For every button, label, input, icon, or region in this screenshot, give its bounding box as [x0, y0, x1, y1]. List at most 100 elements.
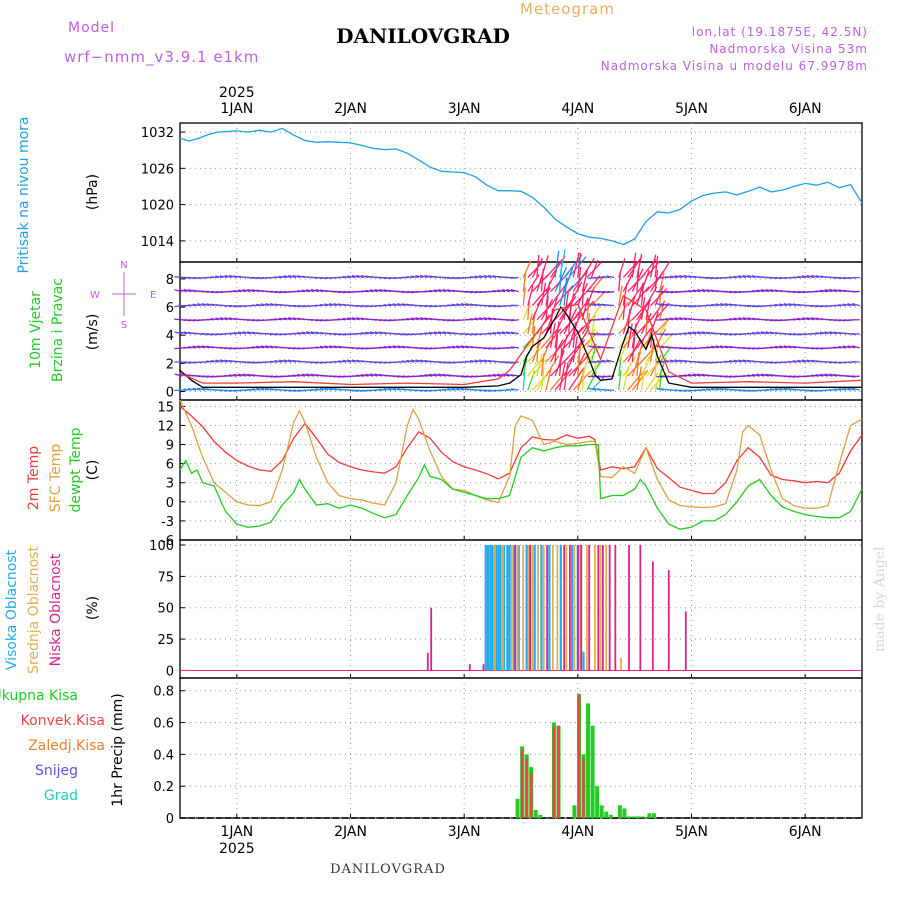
- wind-barb: [424, 274, 433, 279]
- wind-barb: [456, 303, 465, 307]
- wind-barb: [201, 302, 210, 307]
- wind-barb: [278, 317, 287, 321]
- temperature-series-line: [179, 399, 863, 509]
- precip-bar: [557, 725, 560, 818]
- wind-barb: [487, 305, 497, 308]
- wind-barb: [447, 304, 456, 307]
- wind-barb: [265, 387, 274, 391]
- precip-tick-label: 0: [166, 812, 174, 827]
- wind-barb: [206, 360, 215, 363]
- precip-legend-item: Grad: [44, 788, 78, 804]
- wind-barb: [801, 275, 810, 279]
- wind-barb: [460, 302, 469, 307]
- wind-barb: [545, 328, 562, 349]
- top-date-label: 1JAN: [220, 101, 253, 117]
- wind-barb: [292, 305, 301, 308]
- wind-barb: [351, 317, 360, 321]
- wind-barb: [554, 335, 559, 363]
- wind-barb: [347, 317, 356, 321]
- wind-barb: [378, 288, 388, 293]
- wind-barb: [654, 328, 667, 349]
- wind-barb: [851, 302, 860, 307]
- wind-barb: [559, 249, 566, 278]
- precip-axis-label: 1hr Precip (mm): [110, 693, 126, 806]
- wind-barb: [283, 359, 292, 363]
- wind-barb: [369, 289, 378, 293]
- wind-barb: [783, 345, 792, 349]
- wind-panel: 0 2 4 6 8 10m Vjetar Brzina i Pravac (m/s) N W E S: [28, 249, 863, 401]
- wind-barb: [183, 331, 192, 335]
- wind-barb: [833, 331, 842, 335]
- wind-barb: [659, 370, 662, 391]
- wind-barb: [365, 289, 374, 293]
- wind-barb: [465, 333, 474, 336]
- precip-panel: 0 0.2 0.4 0.6 0.8 Ukupna Kisa Konvek.Kisa Zaled…: [0, 677, 863, 857]
- precip-bar: [572, 805, 577, 818]
- wind-barb: [640, 355, 652, 377]
- wind-barb: [197, 303, 206, 307]
- wind-barb: [801, 317, 810, 321]
- wind-barb: [636, 253, 643, 278]
- wind-barb: [847, 345, 856, 349]
- wind-barb: [697, 373, 706, 377]
- wind-barb: [278, 275, 287, 279]
- wind-barb: [679, 317, 688, 321]
- precip-tick-label: 0.6: [153, 717, 174, 732]
- compass-s-label: S: [121, 320, 127, 331]
- wind-barb: [210, 318, 219, 321]
- wind-barb: [351, 389, 360, 392]
- wind-barb: [388, 345, 397, 349]
- precip-bar: [651, 813, 656, 818]
- wind-barb: [788, 302, 797, 307]
- wind-barb: [233, 289, 242, 293]
- wind-barb: [806, 317, 815, 321]
- wind-barb: [601, 359, 610, 363]
- wind-barb: [756, 373, 765, 377]
- wind-barb: [424, 305, 433, 308]
- wind-barb: [492, 331, 501, 335]
- wind-barb: [590, 276, 604, 292]
- wind-barb: [724, 303, 733, 307]
- clouds-tick-label: 100: [149, 539, 174, 554]
- wind-barb: [842, 387, 851, 391]
- wind-barb: [592, 333, 601, 336]
- wind-barb: [460, 387, 469, 391]
- wind-barb: [851, 375, 860, 378]
- wind-barb: [779, 345, 788, 349]
- wind-barb: [792, 360, 801, 363]
- wind-barb: [242, 331, 251, 335]
- wind-barb: [756, 331, 765, 335]
- wind-barb: [442, 319, 451, 322]
- wind-barb: [292, 374, 301, 377]
- wind-barb: [669, 317, 678, 321]
- precip-bar: [626, 816, 631, 818]
- wind-barb: [474, 359, 483, 363]
- wind-barb: [233, 331, 242, 335]
- wind-barb: [492, 373, 501, 377]
- wind-barb-field: [174, 249, 860, 392]
- wind-barb: [618, 370, 622, 391]
- wind-barb: [215, 359, 224, 363]
- wind-tick-label: 4: [166, 329, 174, 344]
- wind-barb: [701, 288, 710, 293]
- pressure-tick-label: 1032: [141, 126, 174, 141]
- wind-barb: [478, 359, 488, 363]
- wind-barb: [591, 376, 605, 391]
- wind-barb: [536, 353, 543, 377]
- wind-barb: [456, 345, 465, 349]
- wind-barb: [492, 290, 501, 293]
- wind-barb: [288, 359, 297, 363]
- wind-barb: [563, 277, 568, 306]
- wind-barb: [824, 331, 833, 335]
- wind-barb: [219, 317, 228, 321]
- wind-barb: [406, 359, 415, 363]
- precip-bar: [617, 805, 622, 818]
- wind-barb: [706, 304, 715, 307]
- wind-barb: [751, 331, 760, 335]
- wind-barb: [383, 304, 392, 307]
- bottom-year-label: 2025: [219, 841, 255, 857]
- wind-tick-label: 0: [166, 386, 174, 401]
- temperature-tick-label: 9: [166, 439, 174, 454]
- wind-barb: [659, 346, 672, 363]
- wind-barb: [715, 345, 724, 349]
